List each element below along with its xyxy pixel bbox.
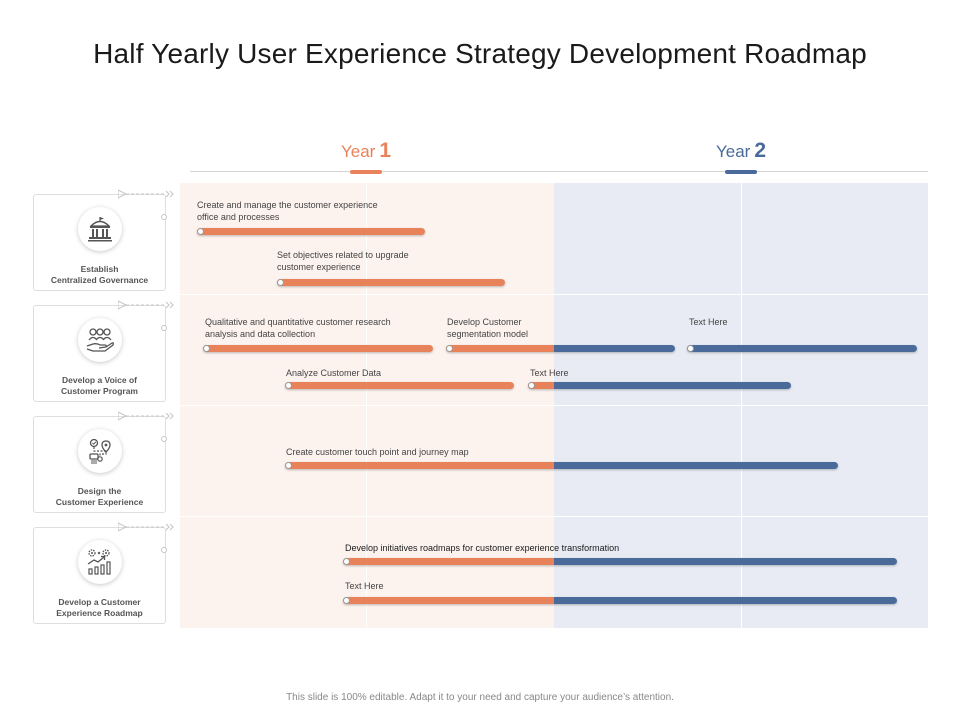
year-1-header: Year 1 [341, 139, 391, 163]
row-card-experience-roadmap: Develop a Customer Experience Roadmap [33, 527, 166, 624]
connector-dot [161, 214, 167, 220]
connector-dot [161, 325, 167, 331]
task-label: Text Here [689, 317, 728, 327]
task-bar[interactable] [203, 345, 433, 352]
task-bar-year2-segment [554, 345, 675, 352]
task-bar-year1-segment [197, 228, 425, 235]
row-divider [180, 405, 928, 406]
task-label: Create and manage the customer experienc… [197, 199, 378, 223]
connector-arrow-icon [118, 189, 174, 199]
task-label: Develop Customer segmentation model [447, 316, 528, 340]
task-bar[interactable] [197, 228, 425, 235]
row-label: Centralized Governance [50, 275, 149, 285]
task-bar-year2-segment [554, 558, 897, 565]
year-2-header: Year 2 [716, 139, 766, 163]
task-label: Create customer touch point and journey … [286, 447, 469, 457]
year-2-marker [725, 170, 757, 174]
task-bar-start-handle[interactable] [203, 345, 210, 352]
task-label-line: Qualitative and quantitative customer re… [205, 317, 391, 327]
task-label-line: Set objectives related to upgrade [277, 250, 409, 260]
task-bar-year1-segment [277, 279, 505, 286]
task-label: Develop initiatives roadmaps for custome… [345, 543, 620, 553]
task-bar-year2-segment [687, 345, 917, 352]
row-label: Establish [80, 264, 119, 274]
task-bar[interactable] [446, 345, 675, 352]
task-bar[interactable] [285, 462, 838, 469]
people-in-hand-icon [78, 318, 122, 362]
task-bar-year1-segment [285, 462, 554, 469]
year-2-number: 2 [754, 139, 767, 162]
connector-dot [161, 436, 167, 442]
year-1-number: 1 [379, 139, 392, 162]
task-bar-start-handle[interactable] [343, 597, 350, 604]
row-label: Develop a Voice of [62, 375, 137, 385]
task-bar-year1-segment [528, 382, 554, 389]
task-label-line: Develop Customer [447, 317, 522, 327]
task-label-line: office and processes [197, 212, 280, 222]
connector-arrow-icon [118, 300, 174, 310]
row-label: Customer Program [61, 386, 138, 396]
task-bar-start-handle[interactable] [343, 558, 350, 565]
task-label-line: segmentation model [447, 329, 529, 339]
row-card-design-experience: Design the Customer Experience [33, 416, 166, 513]
government-building-icon [78, 207, 122, 251]
page-title: Half Yearly User Experience Strategy Dev… [93, 38, 867, 69]
journey-map-icon [78, 429, 122, 473]
task-bar-start-handle[interactable] [446, 345, 453, 352]
task-label: Text Here [345, 581, 384, 591]
row-card-governance: Establish Centralized Governance [33, 194, 166, 291]
task-bar-year1-segment [343, 558, 554, 565]
row-card-voice-of-customer: Develop a Voice of Customer Program [33, 305, 166, 402]
task-label-line: Create and manage the customer experienc… [197, 200, 378, 210]
task-bar-year2-segment [554, 462, 838, 469]
connector-arrow-icon [118, 411, 174, 421]
footer-note: This slide is 100% editable. Adapt it to… [286, 692, 674, 703]
task-bar[interactable] [687, 345, 917, 352]
task-bar-start-handle[interactable] [528, 382, 535, 389]
row-label: Design the [77, 486, 122, 496]
year-1-label: Year [340, 142, 376, 161]
task-bar[interactable] [343, 558, 897, 565]
task-bar-year1-segment [203, 345, 433, 352]
connector-dot [161, 547, 167, 553]
task-bar-start-handle[interactable] [285, 462, 292, 469]
task-label: Qualitative and quantitative customer re… [205, 316, 391, 340]
row-label: Customer Experience [55, 497, 144, 507]
task-bar-year1-segment [446, 345, 554, 352]
task-bar-year2-segment [554, 597, 897, 604]
year-2-label: Year [715, 142, 751, 161]
task-bar-start-handle[interactable] [687, 345, 694, 352]
year-divider-line [190, 171, 928, 172]
task-bar-start-handle[interactable] [277, 279, 284, 286]
row-divider [180, 294, 928, 295]
row-divider [180, 516, 928, 517]
task-label: Text Here [530, 368, 569, 378]
row-label: Experience Roadmap [56, 608, 143, 618]
task-bar-year1-segment [285, 382, 514, 389]
row-label: Develop a Customer [58, 597, 141, 607]
task-bar-start-handle[interactable] [197, 228, 204, 235]
task-bar-start-handle[interactable] [285, 382, 292, 389]
task-bar[interactable] [277, 279, 505, 286]
task-bar[interactable] [343, 597, 897, 604]
task-bar-year2-segment [554, 382, 791, 389]
task-bar-year1-segment [343, 597, 554, 604]
task-label-line: customer experience [277, 262, 361, 272]
task-label: Analyze Customer Data [286, 368, 382, 378]
growth-chart-gears-icon [78, 540, 122, 584]
connector-arrow-icon [118, 522, 174, 532]
task-label: Set objectives related to upgrade custom… [277, 249, 409, 273]
task-bar[interactable] [285, 382, 514, 389]
task-bar[interactable] [528, 382, 791, 389]
task-label-line: analysis and data collection [205, 329, 316, 339]
year-1-marker [350, 170, 382, 174]
